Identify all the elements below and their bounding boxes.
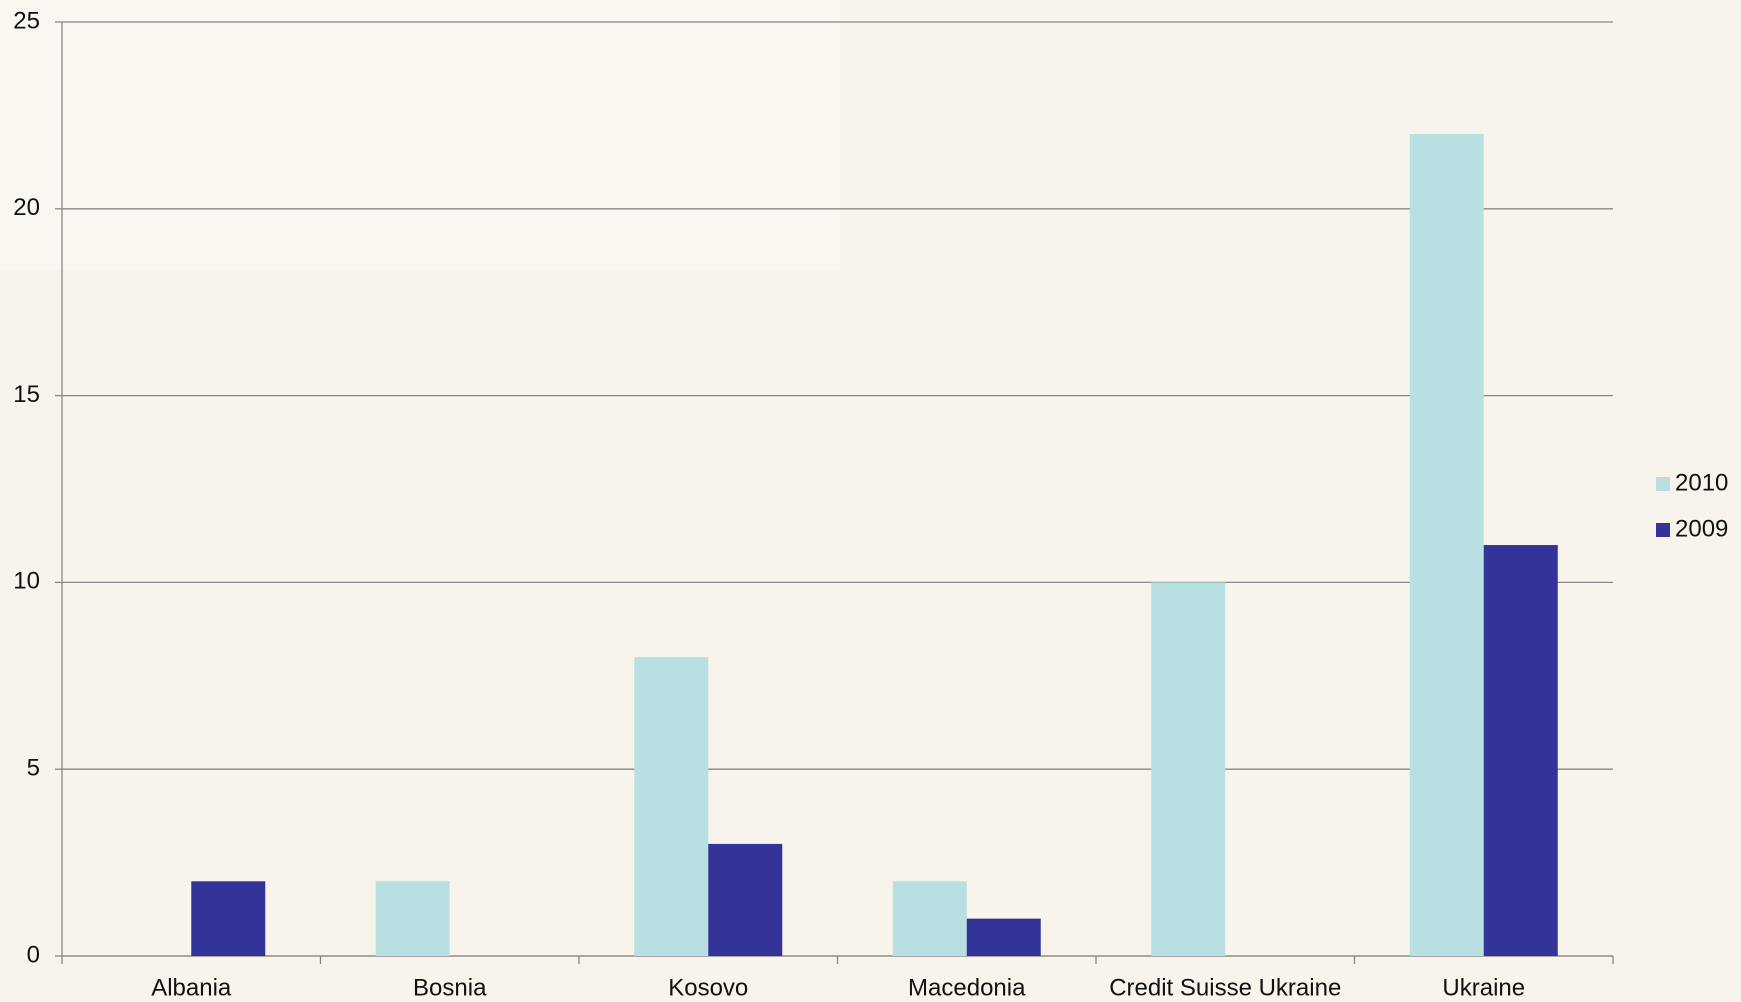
background-map-area xyxy=(0,0,840,270)
y-tick-label: 10 xyxy=(13,568,40,595)
bar xyxy=(1409,134,1484,956)
legend-label: 2010 xyxy=(1675,469,1728,496)
y-tick-label: 25 xyxy=(13,7,40,34)
y-tick-label: 5 xyxy=(27,755,40,782)
legend-swatch xyxy=(1656,523,1670,537)
x-tick-label: Macedonia xyxy=(908,974,1026,1001)
x-tick-label: Ukraine xyxy=(1442,974,1525,1001)
bar xyxy=(375,881,450,956)
bar xyxy=(708,843,783,956)
bar xyxy=(892,881,967,956)
legend-label: 2009 xyxy=(1675,515,1728,542)
bar xyxy=(191,881,266,956)
x-tick-label: Albania xyxy=(151,974,232,1001)
y-tick-label: 15 xyxy=(13,381,40,408)
legend-swatch xyxy=(1656,477,1670,491)
bar xyxy=(1151,582,1226,956)
y-tick-label: 20 xyxy=(13,194,40,221)
bar xyxy=(634,657,709,956)
bar xyxy=(1483,545,1558,956)
x-tick-label: Credit Suisse Ukraine xyxy=(1109,974,1341,1001)
y-tick-label: 0 xyxy=(27,941,40,968)
x-tick-label: Kosovo xyxy=(668,974,748,1001)
bar xyxy=(966,918,1041,956)
x-tick-label: Bosnia xyxy=(413,974,487,1001)
